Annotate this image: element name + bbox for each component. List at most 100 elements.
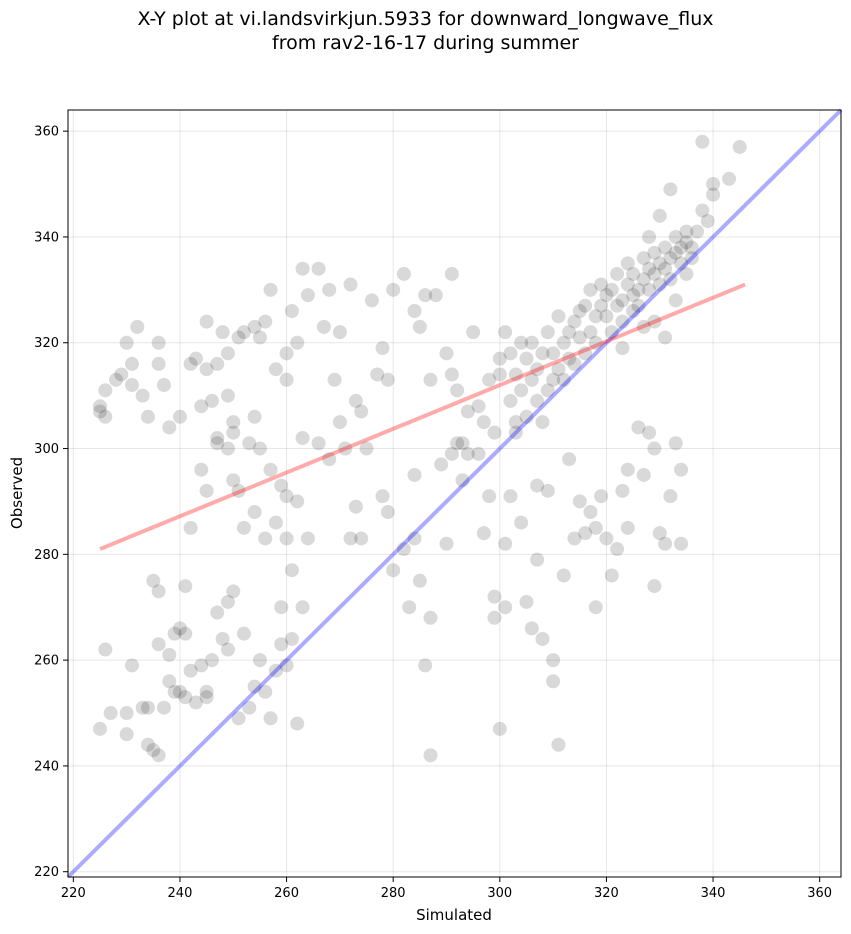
scatter-point [380,372,395,387]
scatter-point [178,690,193,705]
scatter-point [322,452,337,467]
scatter-point [599,309,614,324]
scatter-point [210,430,225,445]
scatter-point [140,700,155,715]
scatter-point [172,621,187,636]
scatter-point [119,335,134,350]
y-tick-label: 340 [34,230,59,245]
scatter-point [263,462,278,477]
scatter-point [231,711,246,726]
scatter-point [92,404,107,419]
scatter-point [583,282,598,297]
scatter-point [226,584,241,599]
scatter-point [172,684,187,699]
scatter-point [258,531,273,546]
scatter-point [444,367,459,382]
scatter-point [663,272,678,287]
scatter-point [487,610,502,625]
scatter-point [492,367,507,382]
scatter-point [183,356,198,371]
scatter-point [604,568,619,583]
scatter-point [434,457,449,472]
scatter-point [535,346,550,361]
scatter-point [412,319,427,334]
scatter-point [375,341,390,356]
scatter-point [551,737,566,752]
scatter-point [300,288,315,303]
scatter-point [332,325,347,340]
scatter-point [199,483,214,498]
scatter-point [407,304,422,319]
chart-title: X-Y plot at vi.landsvirkjun.5933 for dow… [137,8,714,30]
scatter-point [423,748,438,763]
scatter-point [98,642,113,657]
scatter-point [284,304,299,319]
scatter-point [562,325,577,340]
scatter-point [231,330,246,345]
scatter-point [119,706,134,721]
scatter-point [124,356,139,371]
scatter-point [668,293,683,308]
y-axis-label: Observed [8,457,26,529]
scatter-point [615,341,630,356]
scatter-point [610,298,625,313]
scatter-point [530,478,545,493]
scatter-point [620,277,635,292]
scatter-point [407,531,422,546]
scatter-point [300,531,315,546]
scatter-point [567,314,582,329]
scatter-point [540,383,555,398]
scatter-point [322,282,337,297]
scatter-point [274,600,289,615]
scatter-point [172,409,187,424]
scatter-point [279,531,294,546]
scatter-point [375,489,390,504]
scatter-point [279,658,294,673]
y-axis-ticks: 220 240 260 280 300 320 340 360 [34,125,68,880]
x-tick-label: 220 [61,886,86,901]
scatter-point [348,393,363,408]
scatter-point [604,325,619,340]
scatter-point [588,520,603,535]
scatter-point [503,489,518,504]
scatter-point [412,573,427,588]
scatter-point [679,224,694,239]
y-tick-label: 240 [34,759,59,774]
scatter-point [508,415,523,430]
scatter-point [599,531,614,546]
scatter-point [428,288,443,303]
scatter-point [215,631,230,646]
scatter-point [226,473,241,488]
scatter-point [386,282,401,297]
scatter-point [530,552,545,567]
scatter-point [519,409,534,424]
scatter-point [332,415,347,430]
scatter-point [146,743,161,758]
scatter-point [679,235,694,250]
scatter-point [247,679,262,694]
scatter-point [636,319,651,334]
scatter-point [290,494,305,509]
scatter-point [588,309,603,324]
scatter-point [162,420,177,435]
scatter-point [199,684,214,699]
scatter-point [626,266,641,281]
scatter-point [226,425,241,440]
scatter-point [407,467,422,482]
scatter-point [130,319,145,334]
scatter-point [631,298,646,313]
scatter-point [124,378,139,393]
scatter-point [524,621,539,636]
scatter-point [663,251,678,266]
scatter-point [439,346,454,361]
scatter-point [668,245,683,260]
scatter-point [284,631,299,646]
scatter-point [487,425,502,440]
scatter-point [663,182,678,197]
scatter-point [402,600,417,615]
scatter-point [338,441,353,456]
scatter-point [418,658,433,673]
scatter-point [156,378,171,393]
scatter-point [268,515,283,530]
scatter-point [188,695,203,710]
